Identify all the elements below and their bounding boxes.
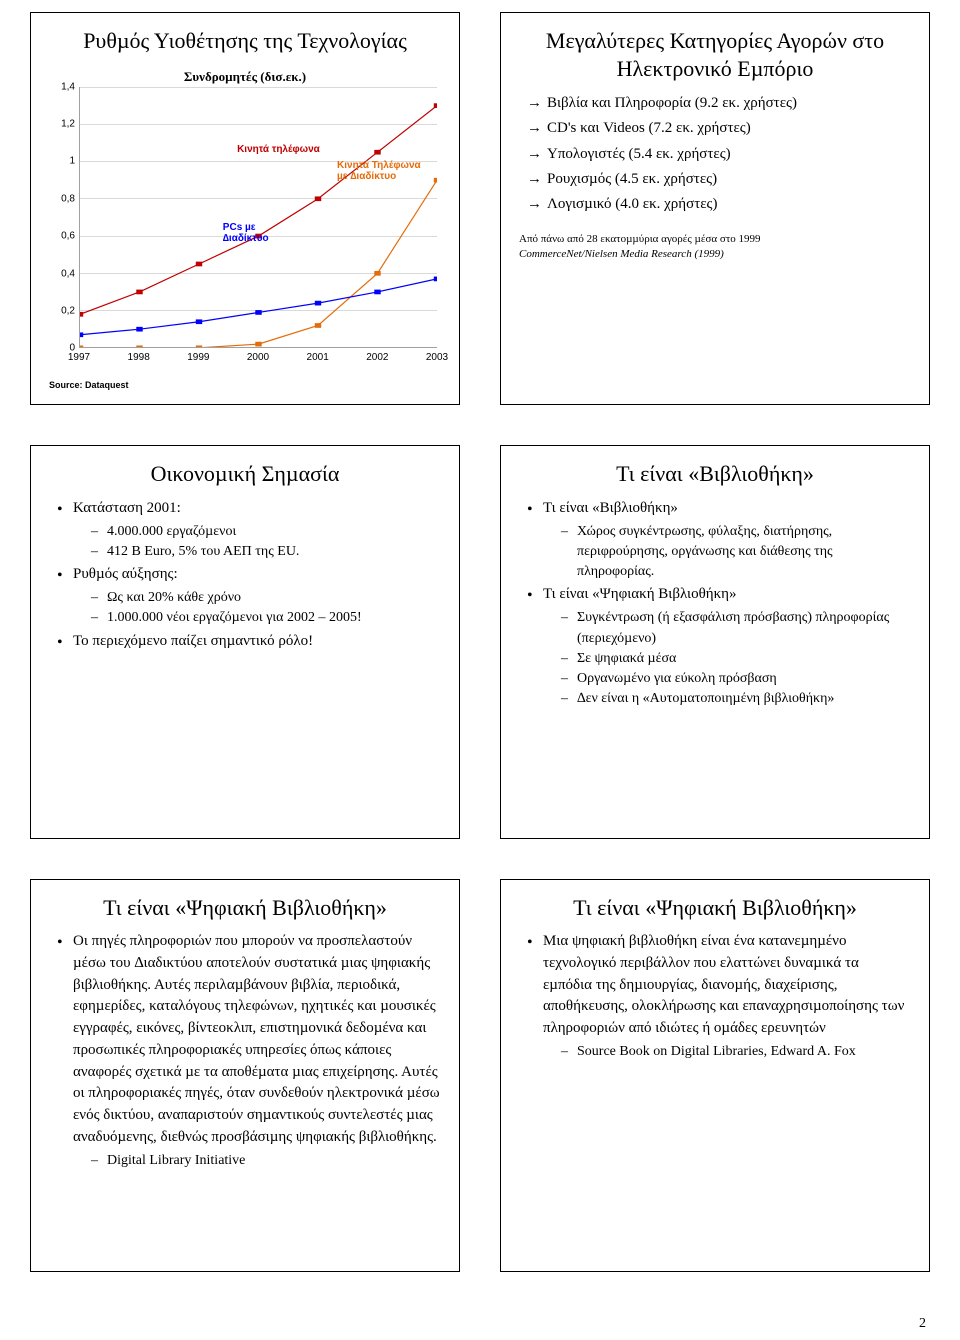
chart-x-axis: 1997199819992000200120022003 bbox=[79, 348, 437, 372]
slide-ecommerce-categories: Μεγαλύτερες Κατηγορίες Αγορών στο Ηλεκτρ… bbox=[500, 12, 930, 405]
page-number: 2 bbox=[919, 1316, 926, 1332]
list-item: Μια ψηφιακή βιβλιοθήκη είναι ένα κατανεµ… bbox=[525, 931, 911, 1062]
y-tick: 1,4 bbox=[61, 81, 75, 92]
bullet-list: Τι είναι «Βιβλιοθήκη»Χώρος συγκέντρωσης,… bbox=[519, 498, 911, 712]
chart-marker bbox=[136, 326, 142, 331]
y-tick: 1 bbox=[69, 156, 75, 167]
chart-marker bbox=[315, 300, 321, 305]
bullet-list: Μια ψηφιακή βιβλιοθήκη είναι ένα κατανεµ… bbox=[519, 931, 911, 1064]
sub-list-item: Σε ψηφιακά µέσα bbox=[561, 649, 911, 669]
bullet-list: Οι πηγές πληροφοριών που µπορούν να προσ… bbox=[49, 931, 441, 1173]
x-tick: 1998 bbox=[128, 352, 150, 363]
sub-list: Digital Library Initiative bbox=[73, 1151, 441, 1171]
sub-list-item: Συγκέντρωση (ή εξασφάλιση πρόσβασης) πλη… bbox=[561, 608, 911, 649]
y-tick: 0,6 bbox=[61, 231, 75, 242]
slide-economic-importance: Οικονοµική Σηµασία Κατάσταση 2001:4.000.… bbox=[30, 445, 460, 838]
x-tick: 1997 bbox=[68, 352, 90, 363]
y-tick: 1,2 bbox=[61, 118, 75, 129]
sub-list: Source Book on Digital Libraries, Edward… bbox=[543, 1042, 911, 1062]
chart-series-line bbox=[80, 180, 437, 348]
chart-source: Source: Dataquest bbox=[49, 380, 441, 390]
footnote: Από πάνω από 28 εκατοµµύρια αγορές µέσα … bbox=[519, 232, 911, 262]
chart-marker bbox=[136, 345, 142, 347]
chart-title: Συνδροµητές (δισ.εκ.) bbox=[49, 69, 441, 85]
x-tick: 2002 bbox=[366, 352, 388, 363]
sub-list-item: Digital Library Initiative bbox=[91, 1151, 441, 1171]
sub-list-item: Οργανωµένο για εύκολη πρόσβαση bbox=[561, 669, 911, 689]
list-item: Το περιεχόµενο παίζει σηµαντικό ρόλο! bbox=[55, 631, 441, 653]
list-item: Οι πηγές πληροφοριών που µπορούν να προσ… bbox=[55, 931, 441, 1171]
chart-marker bbox=[434, 177, 437, 182]
y-tick: 0,8 bbox=[61, 193, 75, 204]
chart-marker bbox=[80, 311, 83, 316]
chart: Συνδροµητές (δισ.εκ.) 00,20,40,60,811,21… bbox=[49, 65, 441, 373]
arrow-list: Βιβλία και Πληροφορία (9.2 εκ. χρήστες)C… bbox=[519, 92, 911, 218]
sub-list: Χώρος συγκέντρωσης, φύλαξης, διατήρησης,… bbox=[543, 522, 911, 583]
arrow-list-item: CD's και Videos (7.2 εκ. χρήστες) bbox=[525, 117, 911, 140]
arrow-list-item: Βιβλία και Πληροφορία (9.2 εκ. χρήστες) bbox=[525, 92, 911, 115]
sub-list: Συγκέντρωση (ή εξασφάλιση πρόσβασης) πλη… bbox=[543, 608, 911, 709]
chart-marker bbox=[374, 270, 380, 275]
list-item: Τι είναι «Βιβλιοθήκη»Χώρος συγκέντρωσης,… bbox=[525, 498, 911, 583]
chart-marker bbox=[255, 341, 261, 346]
chart-marker bbox=[374, 149, 380, 154]
arrow-list-item: Υπολογιστές (5.4 εκ. χρήστες) bbox=[525, 143, 911, 166]
list-item: Τι είναι «Ψηφιακή Βιβλιοθήκη»Συγκέντρωση… bbox=[525, 584, 911, 709]
slide-digital-library-def1: Τι είναι «Ψηφιακή Βιβλιοθήκη» Οι πηγές π… bbox=[30, 879, 460, 1272]
bullet-list: Κατάσταση 2001:4.000.000 εργαζόµενοι412 … bbox=[49, 498, 441, 654]
list-item: Ρυθµός αύξησης:Ως και 20% κάθε χρόνο1.00… bbox=[55, 564, 441, 628]
arrow-list-item: Ρουχισµός (4.5 εκ. χρήστες) bbox=[525, 168, 911, 191]
x-tick: 2000 bbox=[247, 352, 269, 363]
chart-marker bbox=[255, 233, 261, 238]
list-item: Κατάσταση 2001:4.000.000 εργαζόµενοι412 … bbox=[55, 498, 441, 562]
y-tick: 0,2 bbox=[61, 305, 75, 316]
sub-list-item: Source Book on Digital Libraries, Edward… bbox=[561, 1042, 911, 1062]
slide-title: Τι είναι «Ψηφιακή Βιβλιοθήκη» bbox=[519, 894, 911, 922]
sub-list-item: 4.000.000 εργαζόµενοι bbox=[91, 522, 441, 542]
x-tick: 1999 bbox=[187, 352, 209, 363]
sub-list-item: 412 B Euro, 5% του ΑΕΠ της EU. bbox=[91, 542, 441, 562]
slide-digital-library-def2: Τι είναι «Ψηφιακή Βιβλιοθήκη» Μια ψηφιακ… bbox=[500, 879, 930, 1272]
slide-tech-adoption: Ρυθµός Υιοθέτησης της Τεχνολογίας Συνδρο… bbox=[30, 12, 460, 405]
chart-marker bbox=[196, 319, 202, 324]
chart-marker bbox=[434, 276, 437, 281]
x-tick: 2003 bbox=[426, 352, 448, 363]
slide-what-is-library: Τι είναι «Βιβλιοθήκη» Τι είναι «Βιβλιοθή… bbox=[500, 445, 930, 838]
slide-title: Τι είναι «Βιβλιοθήκη» bbox=[519, 460, 911, 488]
sub-list-item: 1.000.000 νέοι εργαζόµενοι για 2002 – 20… bbox=[91, 608, 441, 628]
chart-marker bbox=[80, 332, 83, 337]
chart-marker bbox=[315, 323, 321, 328]
chart-series-line bbox=[80, 278, 437, 334]
sub-list: Ως και 20% κάθε χρόνο1.000.000 νέοι εργα… bbox=[73, 588, 441, 629]
chart-lines bbox=[80, 87, 437, 348]
footnote-source: CommerceNet/Nielsen Media Research (1999… bbox=[519, 247, 911, 262]
chart-marker bbox=[374, 289, 380, 294]
chart-marker bbox=[196, 261, 202, 266]
chart-plot: Κινητά τηλέφωναΚινητά Τηλέφωναµε ∆ιαδίκτ… bbox=[79, 87, 437, 349]
y-tick: 0,4 bbox=[61, 268, 75, 279]
chart-area: 00,20,40,60,811,21,4 Κινητά τηλέφωναΚινη… bbox=[49, 87, 441, 373]
chart-marker bbox=[80, 345, 83, 347]
slide-title: Ρυθµός Υιοθέτησης της Τεχνολογίας bbox=[49, 27, 441, 55]
chart-marker bbox=[315, 196, 321, 201]
sub-list-item: Χώρος συγκέντρωσης, φύλαξης, διατήρησης,… bbox=[561, 522, 911, 583]
x-tick: 2001 bbox=[307, 352, 329, 363]
slide-title: Οικονοµική Σηµασία bbox=[49, 460, 441, 488]
sub-list: 4.000.000 εργαζόµενοι412 B Euro, 5% του … bbox=[73, 522, 441, 563]
sub-list-item: Ως και 20% κάθε χρόνο bbox=[91, 588, 441, 608]
chart-marker bbox=[136, 289, 142, 294]
chart-series-line bbox=[80, 105, 437, 314]
chart-marker bbox=[196, 345, 202, 347]
footnote-line: Από πάνω από 28 εκατοµµύρια αγορές µέσα … bbox=[519, 232, 911, 247]
chart-marker bbox=[434, 103, 437, 108]
sub-list-item: ∆εν είναι η «Αυτοµατοποιηµένη βιβλιοθήκη… bbox=[561, 689, 911, 709]
chart-y-axis: 00,20,40,60,811,21,4 bbox=[49, 87, 79, 349]
arrow-list-item: Λογισµικό (4.0 εκ. χρήστες) bbox=[525, 193, 911, 216]
chart-marker bbox=[255, 310, 261, 315]
slide-title: Μεγαλύτερες Κατηγορίες Αγορών στο Ηλεκτρ… bbox=[519, 27, 911, 82]
slide-title: Τι είναι «Ψηφιακή Βιβλιοθήκη» bbox=[49, 894, 441, 922]
